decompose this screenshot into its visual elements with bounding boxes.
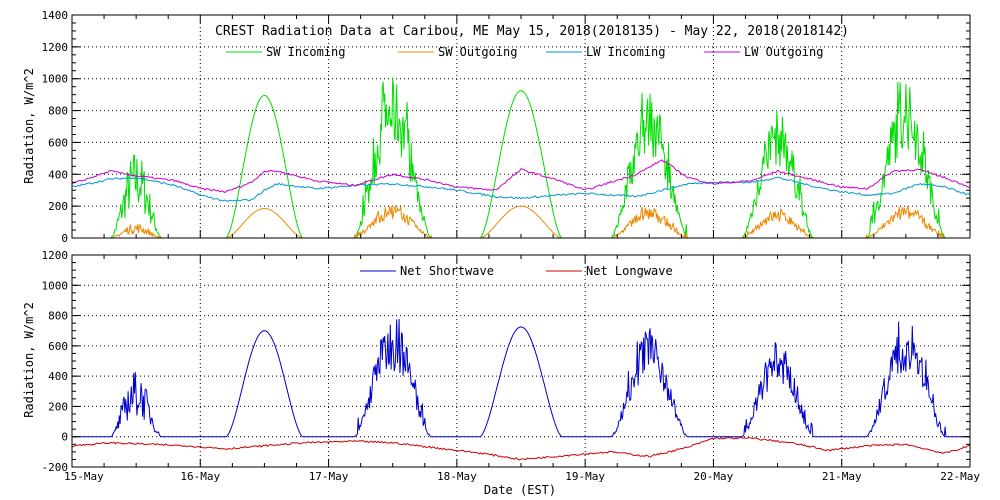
x-tick-label: 22-May	[940, 470, 980, 483]
y-tick-label: 0	[61, 431, 68, 444]
legend-label: Net Shortwave	[400, 264, 494, 278]
y-tick-label: 1000	[42, 73, 69, 86]
top-panel: 0 200 400 600 800 1000 1200 1400	[42, 9, 971, 245]
legend-label: SW Outgoing	[438, 45, 517, 59]
y-tick-label: 1200	[42, 249, 69, 262]
x-tick-label: 16-May	[180, 470, 220, 483]
x-tick-label: 21-May	[822, 470, 862, 483]
grid	[72, 15, 970, 238]
legend-label: SW Incoming	[266, 45, 345, 59]
bottom-panel: -200 0 200 400 600 800 1000 1200 15-May 16-May 17-…	[42, 249, 981, 483]
grid	[72, 255, 970, 467]
x-tick-label: 15-May	[64, 470, 104, 483]
y-tick-label: 800	[48, 310, 68, 323]
x-axis-label: Date (EST)	[484, 483, 556, 497]
series-line-net-shortwave	[72, 318, 970, 438]
series-line-lw-incoming	[71, 176, 971, 202]
plot-frame	[71, 14, 971, 239]
x-tick-label: 20-May	[694, 470, 734, 483]
y-tick-label: 200	[48, 400, 68, 413]
y-tick-label: 400	[48, 370, 68, 383]
y-tick-label: 200	[48, 200, 68, 213]
bottom-legend: Net Shortwave Net Longwave	[360, 264, 673, 278]
y-tick-label: 600	[48, 136, 68, 149]
series-line-net-longwave	[71, 436, 971, 461]
legend-label: Net Longwave	[586, 264, 673, 278]
series-line-sw-outgoing	[72, 204, 970, 239]
x-tick-label: 18-May	[437, 470, 477, 483]
series-line-sw-incoming	[72, 77, 970, 239]
legend-label: LW Outgoing	[744, 45, 823, 59]
y-tick-label: 800	[48, 105, 68, 118]
y-tick-label: 600	[48, 340, 68, 353]
y-tick-label: 1200	[42, 41, 69, 54]
x-tick-label: 17-May	[309, 470, 349, 483]
y-tick-label: 1400	[42, 9, 69, 22]
y-tick-label: 400	[48, 168, 68, 181]
x-tick-label: 19-May	[565, 470, 605, 483]
legend-label: LW Incoming	[586, 45, 665, 59]
top-legend: SW Incoming SW Outgoing LW Incoming LW Outg…	[226, 45, 823, 59]
plot-frame	[71, 254, 971, 468]
bottom-y-axis-label: Radiation, W/m^2	[22, 302, 36, 418]
top-y-axis-label: Radiation, W/m^2	[22, 68, 36, 184]
series-line-lw-outgoing	[71, 159, 971, 193]
chart-title: CREST Radiation Data at Caribou, ME May …	[215, 24, 849, 39]
y-tick-label: 0	[61, 232, 68, 245]
y-tick-label: 1000	[42, 279, 69, 292]
y-tick-label: -200	[42, 461, 69, 474]
